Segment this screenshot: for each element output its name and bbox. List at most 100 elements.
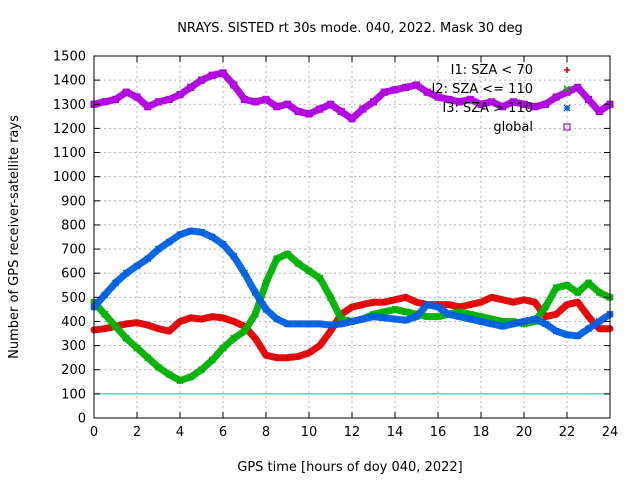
data-point-global <box>122 88 130 96</box>
data-point-i2-sza-110 <box>230 334 238 342</box>
series-band-global <box>90 69 614 123</box>
data-point-i2-sza-110 <box>391 305 399 313</box>
legend-label-i1-sza-70: I1: SZA < 70 <box>451 63 533 78</box>
data-point-global <box>230 81 238 89</box>
data-point-global <box>240 95 249 104</box>
y-tick-label: 400 <box>61 315 86 330</box>
data-point-i3-sza-110 <box>380 314 388 322</box>
chart-title: NRAYS. SISTED rt 30s mode. 040, 2022. Ma… <box>177 21 523 36</box>
data-point-global <box>402 83 410 91</box>
data-point-global <box>154 98 163 106</box>
data-point-i3-sza-110 <box>434 303 442 311</box>
data-point-i1-sza-70 <box>521 296 527 303</box>
x-tick-label: 14 <box>387 425 404 440</box>
x-tick-label: 22 <box>559 425 576 440</box>
data-point-i1-sza-70 <box>134 319 140 326</box>
y-tick-label: 1100 <box>53 146 86 161</box>
data-point-global <box>176 91 184 99</box>
data-point-i1-sza-70 <box>370 299 377 306</box>
x-tick-label: 24 <box>602 425 619 440</box>
data-point-global <box>316 105 324 113</box>
data-point-i3-sza-110 <box>262 305 270 313</box>
data-point-i1-sza-70 <box>596 325 603 332</box>
data-point-i2-sza-110 <box>144 354 152 362</box>
data-point-i1-sza-70 <box>144 322 151 329</box>
data-point-i3-sza-110 <box>520 318 528 325</box>
data-point-i3-sza-110 <box>327 321 334 329</box>
data-point-global <box>423 88 431 96</box>
data-point-i2-sza-110 <box>595 288 603 297</box>
data-point-global <box>305 110 313 118</box>
y-tick-label: 100 <box>61 387 86 402</box>
data-point-i3-sza-110 <box>294 320 302 328</box>
data-point-i1-sza-70 <box>209 313 216 320</box>
data-point-i2-sza-110 <box>176 377 184 385</box>
x-tick-label: 12 <box>344 425 361 440</box>
data-point-i2-sza-110 <box>402 308 410 316</box>
x-tick-label: 18 <box>473 425 490 440</box>
data-point-global <box>369 98 378 106</box>
data-point-global <box>552 93 560 101</box>
data-point-i3-sza-110 <box>456 313 463 321</box>
data-point-global <box>520 100 528 108</box>
x-axis-label: GPS time [hours of doy 040, 2022] <box>237 460 462 475</box>
data-point-i3-sza-110 <box>445 310 453 318</box>
data-point-global <box>208 71 216 79</box>
data-point-i3-sza-110 <box>348 318 356 325</box>
series-global <box>90 69 614 123</box>
data-point-global <box>262 95 270 104</box>
data-point-i3-sza-110 <box>284 320 291 328</box>
data-point-i2-sza-110 <box>305 267 313 275</box>
data-point-global <box>133 93 141 101</box>
data-point-global <box>348 115 356 123</box>
x-tick-label: 6 <box>219 425 227 440</box>
data-point-i2-sza-110 <box>240 327 249 335</box>
data-point-i3-sza-110 <box>187 227 195 235</box>
data-point-i2-sza-110 <box>187 373 195 381</box>
data-point-i1-sza-70 <box>284 354 291 361</box>
data-point-i3-sza-110 <box>219 240 227 248</box>
data-point-i1-sza-70 <box>564 301 570 308</box>
data-point-i1-sza-70 <box>413 299 420 306</box>
data-point-global <box>455 98 464 106</box>
data-point-global <box>380 88 388 96</box>
data-point-i3-sza-110 <box>251 289 259 296</box>
data-point-i3-sza-110 <box>112 279 119 287</box>
data-point-i3-sza-110 <box>391 315 399 323</box>
data-point-i2-sza-110 <box>197 366 206 374</box>
data-point-i3-sza-110 <box>370 313 377 321</box>
data-point-i1-sza-70 <box>488 294 495 301</box>
data-point-i3-sza-110 <box>241 269 248 277</box>
data-point-i3-sza-110 <box>563 331 571 339</box>
data-point-i2-sza-110 <box>574 288 582 297</box>
data-point-i1-sza-70 <box>327 328 334 335</box>
data-point-i1-sza-70 <box>155 325 162 332</box>
data-point-global <box>111 95 120 104</box>
x-tick-label: 8 <box>262 425 270 440</box>
data-point-i2-sza-110 <box>208 356 216 364</box>
y-tick-label: 1200 <box>53 122 86 137</box>
data-point-i2-sza-110 <box>380 308 388 316</box>
data-point-i3-sza-110 <box>466 315 474 323</box>
data-point-global <box>294 107 302 116</box>
data-point-global <box>391 86 399 94</box>
data-point-global <box>197 76 206 84</box>
y-tick-label: 1500 <box>53 50 86 65</box>
data-point-global <box>541 100 550 108</box>
data-point-i1-sza-70 <box>295 353 302 360</box>
legend-marker-i3-sza-110 <box>563 104 571 112</box>
x-tick-label: 0 <box>90 425 98 440</box>
data-point-i2-sza-110 <box>165 370 173 379</box>
data-point-i1-sza-70 <box>531 299 538 306</box>
data-point-i1-sza-70 <box>306 349 312 356</box>
data-point-global <box>434 93 442 101</box>
legend-marker-i2-sza-110 <box>563 85 571 93</box>
data-point-i3-sza-110 <box>230 252 238 260</box>
data-point-i1-sza-70 <box>553 311 560 318</box>
data-point-i3-sza-110 <box>552 327 560 335</box>
data-point-global <box>283 100 292 108</box>
data-point-i1-sza-70 <box>220 314 226 321</box>
data-point-i2-sza-110 <box>111 322 120 330</box>
